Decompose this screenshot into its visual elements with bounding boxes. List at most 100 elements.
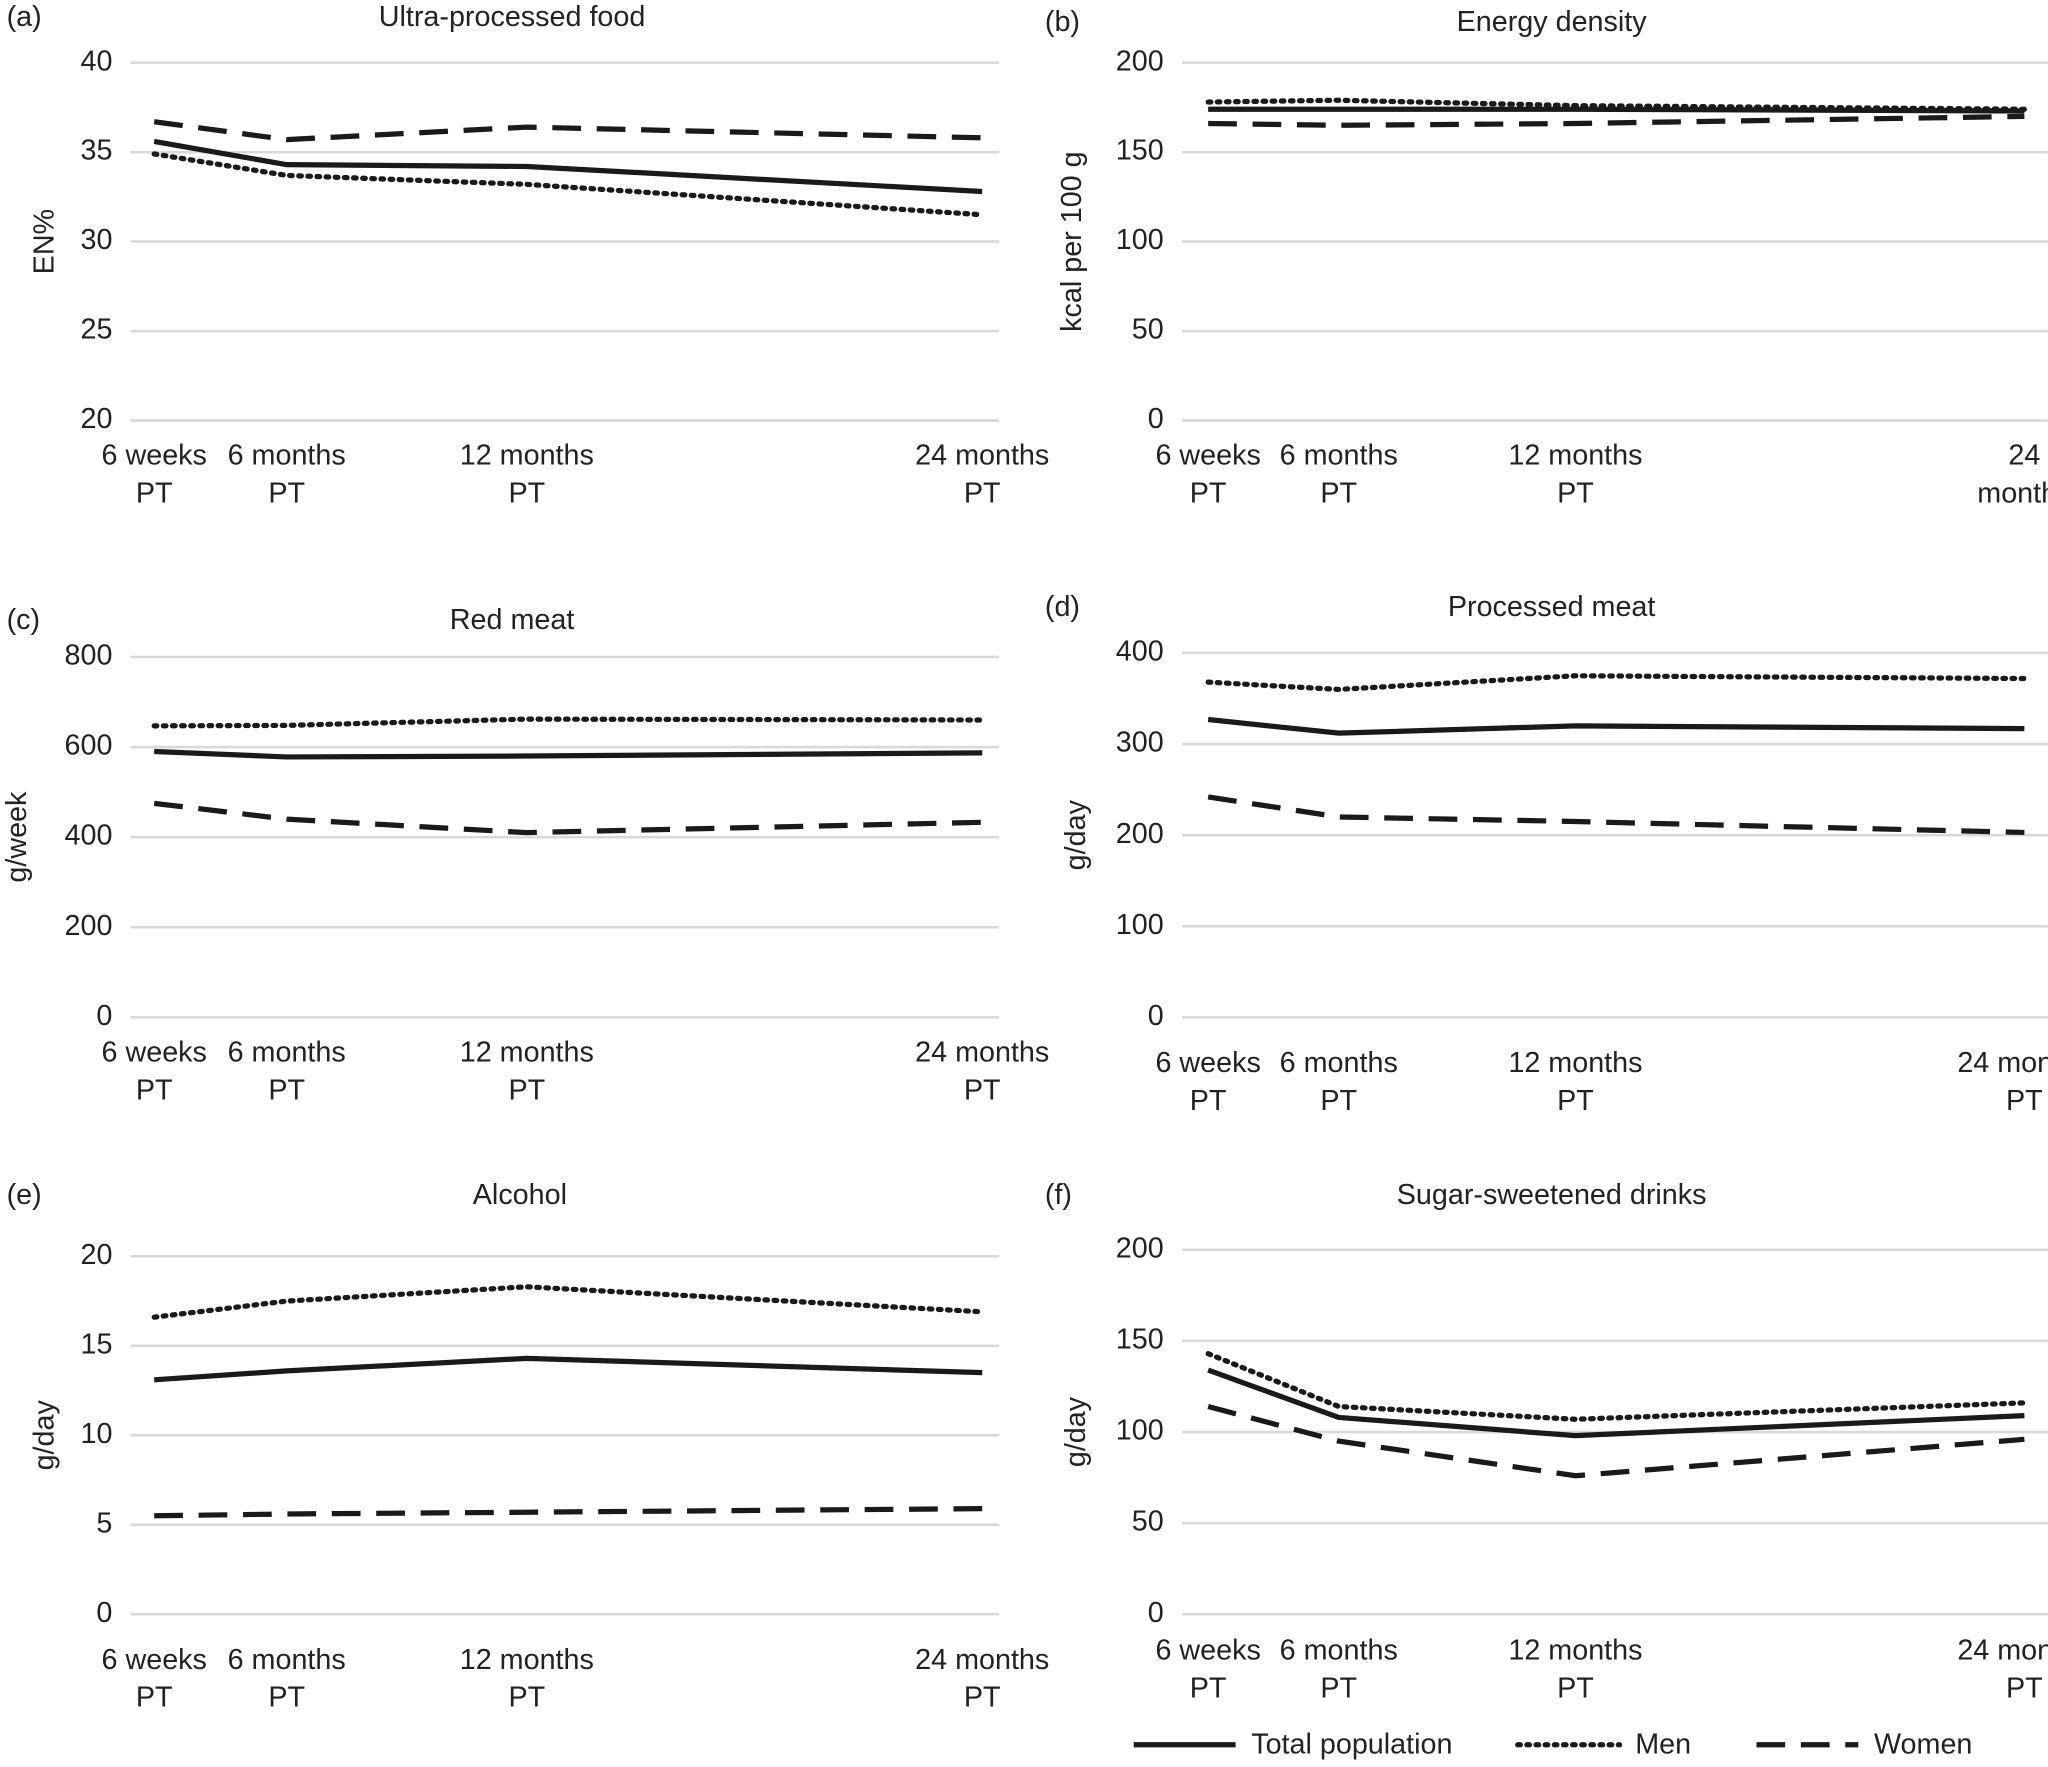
x-tick-label: PT (964, 1682, 1001, 1714)
chart-title: Processed meat (1448, 591, 1656, 623)
x-tick-label: 6 weeks (102, 1037, 207, 1069)
series-line (1205, 673, 2027, 693)
y-tick-label: 100 (1116, 224, 1164, 256)
x-tick-label: 6 months (1280, 440, 1398, 472)
x-tick-label: PT (1190, 1673, 1227, 1705)
y-axis-label: g/day (1060, 1396, 1092, 1467)
x-tick-label: 24 months (915, 440, 1049, 472)
y-tick-label: 0 (96, 1597, 112, 1629)
x-tick-label: PT (1557, 478, 1594, 510)
y-axis-label: kcal per 100 g (1056, 151, 1088, 331)
panel-label: (a) (7, 1, 42, 33)
x-tick-label: 12 months (460, 1037, 594, 1069)
x-tick-label: PT (1320, 1085, 1357, 1117)
y-tick-label: 5 (96, 1507, 112, 1539)
y-tick-label: 10 (80, 1418, 112, 1450)
y-tick-label: 600 (64, 730, 112, 762)
y-tick-label: 300 (1116, 727, 1164, 759)
x-tick-label: 12 months (1508, 440, 1642, 472)
y-tick-label: 0 (1148, 403, 1164, 435)
series-line (1207, 716, 2025, 736)
x-tick-label: 6 weeks (1155, 440, 1260, 472)
y-tick-label: 50 (1132, 1506, 1164, 1538)
panel-label: (c) (7, 604, 41, 636)
x-tick-label: PT (2006, 1673, 2043, 1705)
x-tick-label: 6 months (228, 1644, 346, 1676)
y-tick-label: 20 (80, 403, 112, 435)
x-tick-label: PT (508, 478, 545, 510)
x-tick-label: 12 months (460, 1644, 594, 1676)
x-tick-label: 6 months (228, 1037, 346, 1069)
y-axis-label: g/day (1060, 799, 1092, 870)
y-tick-label: 150 (1116, 135, 1164, 167)
y-tick-label: 400 (1116, 636, 1164, 668)
series-line (1205, 97, 2027, 112)
x-tick-label: 24 months (915, 1644, 1049, 1676)
x-tick-label: 6 weeks (1155, 1047, 1260, 1079)
x-tick-label: PT (136, 478, 173, 510)
y-tick-label: 20 (80, 1239, 112, 1271)
x-tick-label: 6 months (228, 440, 346, 472)
chart-title: Red meat (450, 604, 575, 636)
series-line (151, 1284, 985, 1320)
x-tick-label: PT (1190, 478, 1227, 510)
y-axis-label: g/week (1, 791, 33, 883)
y-tick-label: 50 (1132, 314, 1164, 346)
x-tick-label: PT (508, 1682, 545, 1714)
chart-title: Sugar-sweetened drinks (1397, 1179, 1707, 1211)
series-line (1207, 1403, 2025, 1479)
y-tick-label: 35 (80, 135, 112, 167)
x-tick-label: PT (1320, 1673, 1357, 1705)
panel-label: (f) (1045, 1179, 1072, 1211)
x-tick-label: PT (268, 1074, 305, 1106)
x-tick-label: months (1977, 478, 2048, 510)
x-tick-label: 12 months (460, 440, 594, 472)
series-line (1207, 794, 2025, 836)
series-line (154, 1506, 983, 1519)
x-tick-label: PT (964, 478, 1001, 510)
x-tick-label: PT (1320, 478, 1357, 510)
x-tick-label: 24 months (1957, 1047, 2048, 1079)
y-tick-label: 25 (80, 314, 112, 346)
series-line (154, 748, 983, 760)
y-tick-label: 200 (64, 910, 112, 942)
series-line (1208, 113, 2025, 128)
series-line (154, 1355, 983, 1383)
x-tick-label: 6 weeks (102, 1644, 207, 1676)
x-tick-label: PT (136, 1074, 173, 1106)
y-tick-label: 400 (64, 820, 112, 852)
legend-label: Women (1874, 1729, 1972, 1761)
x-tick-label: PT (1557, 1673, 1594, 1705)
x-tick-label: PT (268, 1682, 305, 1714)
x-tick-label: PT (1190, 1085, 1227, 1117)
y-tick-label: 0 (96, 1000, 112, 1032)
x-tick-label: PT (964, 1074, 1001, 1106)
y-tick-label: 200 (1116, 818, 1164, 850)
y-axis-label: EN% (28, 209, 60, 274)
chart-title: Alcohol (473, 1179, 567, 1211)
y-tick-label: 40 (80, 45, 112, 77)
legend-label: Men (1635, 1729, 1691, 1761)
series-line (1205, 1351, 2027, 1422)
y-tick-label: 0 (1148, 1597, 1164, 1629)
x-tick-label: 24 months (1957, 1635, 2048, 1667)
x-tick-label: 12 months (1508, 1635, 1642, 1667)
series-line (153, 800, 983, 836)
y-tick-label: 100 (1116, 909, 1164, 941)
y-tick-label: 800 (64, 640, 112, 672)
y-tick-label: 150 (1116, 1324, 1164, 1356)
chart-title: Energy density (1457, 6, 1648, 38)
series-line (153, 138, 983, 195)
legend-label: Total population (1251, 1729, 1452, 1761)
x-tick-label: 6 weeks (102, 440, 207, 472)
y-tick-label: 30 (80, 224, 112, 256)
panel-label: (d) (1045, 591, 1080, 623)
y-tick-label: 200 (1116, 1232, 1164, 1264)
y-tick-label: 100 (1116, 1415, 1164, 1447)
x-tick-label: PT (268, 478, 305, 510)
x-tick-label: 6 weeks (1155, 1635, 1260, 1667)
x-tick-label: PT (1557, 1085, 1594, 1117)
y-tick-label: 15 (80, 1328, 112, 1360)
x-tick-label: PT (508, 1074, 545, 1106)
